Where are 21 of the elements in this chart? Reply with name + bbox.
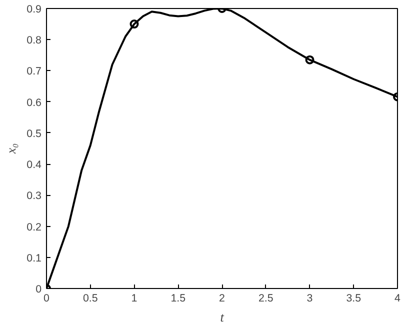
x-tick-label: 4 [394, 292, 401, 304]
y-tick-label: 0.6 [26, 96, 42, 109]
x-tick-label: 2.5 [258, 292, 274, 304]
x-tick-label: 3 [306, 292, 313, 304]
y-axis-title: x₀ [4, 143, 19, 155]
x-tick-label: 1 [131, 292, 138, 304]
x-tick-label: 0.5 [82, 292, 98, 304]
y-tick-label: 0 [36, 284, 42, 296]
x-tick-label: 1.5 [170, 292, 186, 304]
y-tick-label: 0.8 [26, 34, 42, 47]
y-tick-label: 0.2 [26, 221, 42, 234]
x-tick-label: 3.5 [346, 292, 362, 304]
y-tick-label: 0.4 [26, 159, 42, 172]
x-axis-title: t [220, 310, 224, 324]
y-tick-label: 0.1 [26, 252, 42, 264]
x-tick-label: 0 [44, 292, 50, 304]
x-tick-label: 2 [219, 292, 226, 304]
y-tick-label: 0.9 [26, 4, 42, 16]
y-tick-label: 0.3 [26, 190, 42, 202]
y-tick-label: 0.7 [26, 66, 42, 78]
y-tick-label: 0.5 [26, 128, 42, 140]
